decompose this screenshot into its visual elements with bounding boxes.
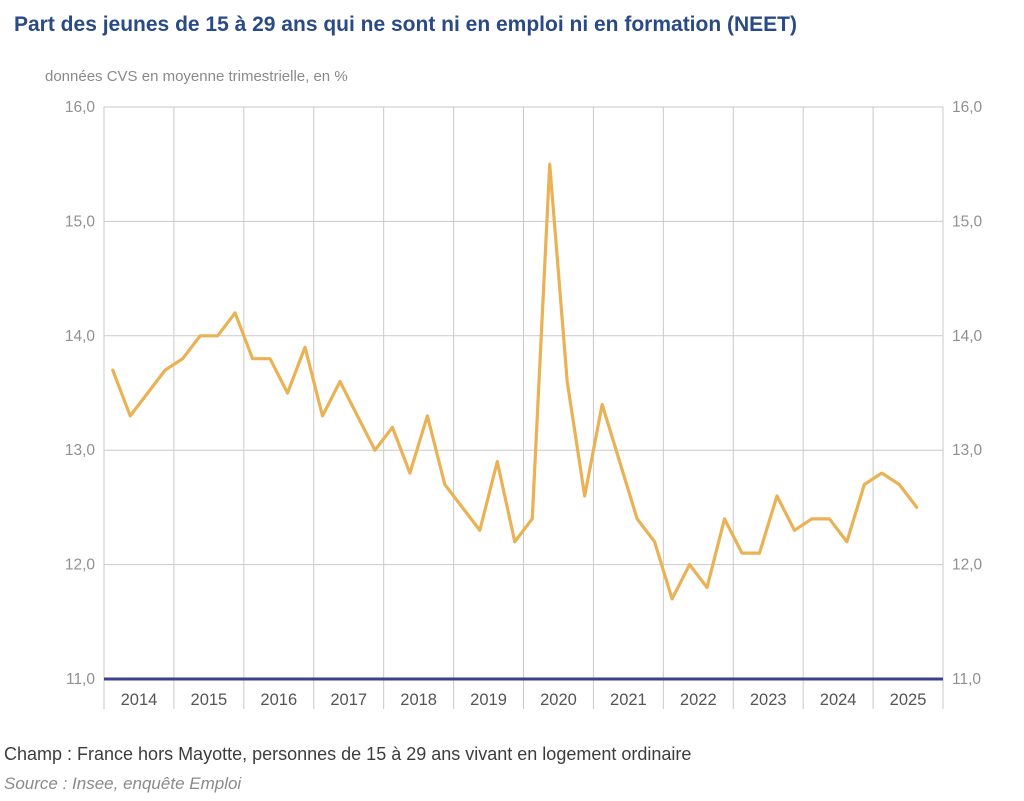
y-tick-label-left: 16,0 — [65, 99, 96, 116]
y-tick-label-left: 11,0 — [66, 671, 95, 688]
neet-series-line — [111, 162, 919, 601]
y-tick-label-right: 13,0 — [952, 442, 983, 459]
y-tick-label-left: 13,0 — [65, 442, 96, 459]
y-tick-label-right: 14,0 — [952, 328, 983, 345]
x-year-label: 2014 — [121, 691, 158, 709]
x-year-label: 2018 — [400, 691, 437, 709]
y-tick-label-right: 11,0 — [952, 671, 981, 688]
y-tick-label-left: 15,0 — [65, 213, 96, 230]
chart-subtitle: données CVS en moyenne trimestrielle, en… — [45, 68, 348, 85]
x-year-label: 2016 — [260, 691, 297, 709]
page-title: Part des jeunes de 15 à 29 ans qui ne so… — [14, 13, 797, 36]
x-year-label: 2022 — [680, 691, 717, 709]
y-tick-label-right: 16,0 — [952, 99, 983, 116]
y-tick-label-right: 12,0 — [952, 557, 983, 574]
x-year-label: 2021 — [610, 691, 647, 709]
x-year-label: 2024 — [820, 691, 857, 709]
neet-line-chart: 16,0 16,0 15,0 15,0 14,0 14,0 13,0 13,0 12,0 12,0… — [65, 99, 983, 709]
x-year-label: 2017 — [330, 691, 367, 709]
y-tick-label-right: 15,0 — [952, 213, 983, 230]
x-year-label: 2015 — [191, 691, 228, 709]
x-year-label: 2025 — [890, 691, 927, 709]
x-year-label: 2019 — [470, 691, 507, 709]
source-note: Source : Insee, enquête Emploi — [4, 774, 242, 793]
y-tick-label-left: 14,0 — [65, 328, 96, 345]
y-tick-label-left: 12,0 — [65, 557, 96, 574]
x-year-label: 2020 — [540, 691, 577, 709]
champ-note: Champ : France hors Mayotte, personnes d… — [4, 744, 692, 764]
x-year-label: 2023 — [750, 691, 787, 709]
